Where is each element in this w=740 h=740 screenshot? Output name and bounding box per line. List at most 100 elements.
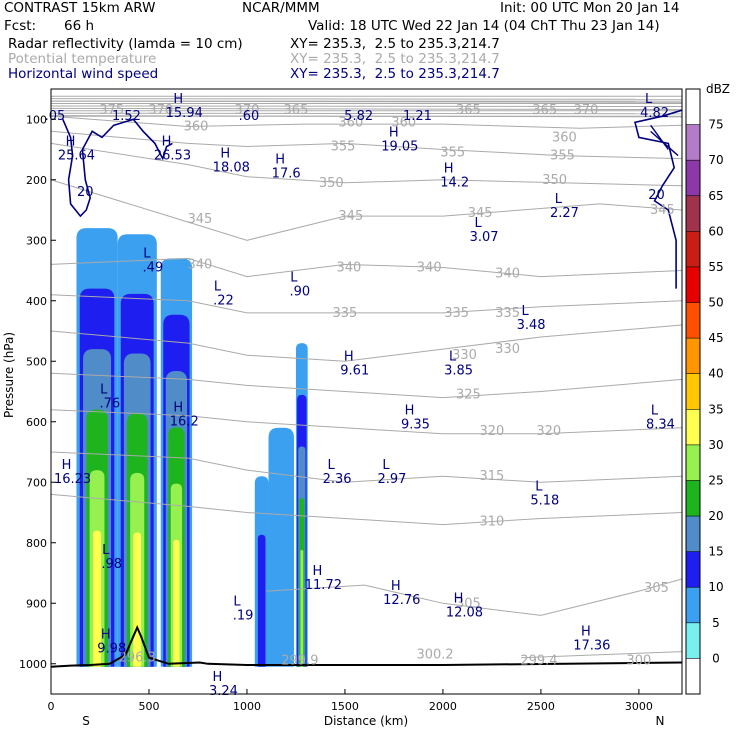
colorbar-cell <box>686 124 700 161</box>
theta-contour-label: 360 <box>391 115 416 130</box>
colorbar-level-label: 10 <box>708 580 723 594</box>
x-tick-label: 1500 <box>331 700 359 713</box>
reflectivity-cell-35dbz <box>133 532 142 667</box>
wind-extremum-value: .22 <box>213 294 234 309</box>
colorbar-level-label: 70 <box>708 153 723 167</box>
theta-contour-label: 300.2 <box>416 648 453 663</box>
theta-contour-label: 345 <box>338 209 363 224</box>
wind-extremum-value: .19 <box>233 608 254 623</box>
wind-extremum-value: 3.85 <box>444 363 473 378</box>
y-tick-label: 300 <box>26 234 47 247</box>
x-tick-label: 2500 <box>527 700 555 713</box>
theta-contour-label: 305 <box>456 596 481 611</box>
wind-extremum-value: 1.21 <box>403 109 432 124</box>
theta-contour-label: 320 <box>536 424 561 439</box>
theta-contour-360 <box>51 115 682 129</box>
theta-contour-label: 335 <box>444 306 469 321</box>
wind-extremum-marker: H <box>162 134 172 149</box>
wind-extremum-marker: H <box>173 401 183 416</box>
wind-extremum-marker: H <box>173 92 183 107</box>
theta-contour-upper-band <box>51 112 682 115</box>
theta-contour-label: 299.9 <box>281 654 318 669</box>
theta-contour-label: 365 <box>284 103 309 118</box>
wind-extremum-value: 16.2 <box>170 415 199 430</box>
wind-extremum-value: 26.53 <box>154 148 191 163</box>
field-theta-xy: XY= 235.3, 2.5 to 235.3,214.7 <box>290 51 500 67</box>
theta-contour-325 <box>51 372 682 399</box>
wind-extremum-marker: L <box>651 404 659 419</box>
colorbar-cell <box>686 622 700 659</box>
wind-contour-label: 20 <box>648 188 665 203</box>
theta-contour-label: 345 <box>650 203 675 218</box>
theta-contour-upper-band <box>51 115 682 118</box>
wind-extremum-marker: L <box>102 543 110 558</box>
theta-contour-label: 345 <box>468 206 493 221</box>
y-tick-label: 1000 <box>19 658 47 671</box>
theta-contour-330 <box>51 324 682 362</box>
reflectivity-cell-35dbz <box>92 530 102 667</box>
wind-extremum-value: .90 <box>290 285 311 300</box>
theta-contour-label: 370 <box>235 103 260 118</box>
x-tick-label: 3000 <box>625 700 653 713</box>
theta-contour-label: 340 <box>336 260 361 275</box>
field-wind-name: Horizontal wind speed <box>8 66 159 82</box>
wind-extremum-value: 19.05 <box>381 139 418 154</box>
x-tick-label: 500 <box>138 700 159 713</box>
wind-extremum-value: 9.98 <box>97 642 126 657</box>
wind-extremum-marker: H <box>312 564 322 579</box>
theta-contour-345 <box>51 179 682 241</box>
wind-extremum-value: 1.52 <box>112 109 141 124</box>
y-tick-label: 200 <box>26 174 47 187</box>
colorbar-cell <box>686 373 700 410</box>
theta-contour-label: 340 <box>188 257 213 272</box>
colorbar-frame <box>685 88 701 695</box>
wind-extremum-marker: H <box>220 147 230 162</box>
theta-contour-upper-band <box>51 98 682 100</box>
wind-extremum-value: .60 <box>239 109 260 124</box>
theta-contour-label: 370 <box>148 103 173 118</box>
wind-extremum-value: 2.97 <box>377 472 406 487</box>
wind-contour-label: 20 <box>77 185 94 200</box>
theta-contour-upper-band <box>51 105 682 108</box>
wind-contour-right-inner-1 <box>650 130 679 157</box>
theta-contour-label: 330 <box>452 348 477 363</box>
theta-contour-label: 296.3 <box>119 651 156 666</box>
center-name: NCAR/MMM <box>242 0 320 16</box>
wind-extremum-value: 14.2 <box>440 176 469 191</box>
colorbar-cell <box>686 658 700 694</box>
colorbar-cell <box>686 587 700 623</box>
theta-contour-label: 360 <box>338 115 363 130</box>
theta-contour-label: 375 <box>99 103 124 118</box>
colorbar-level-label: 40 <box>708 367 723 381</box>
colorbar-cell <box>686 551 700 588</box>
theta-contour-320 <box>51 409 682 435</box>
wind-extremum-marker: H <box>66 134 76 149</box>
model-title: CONTRAST 15km ARW <box>4 0 156 16</box>
wind-extremum-value: 3.48 <box>517 318 546 333</box>
wind-extremum-marker: L <box>382 458 390 473</box>
theta-contour-310 <box>51 493 682 526</box>
wind-extremum-value: 3.07 <box>470 230 499 245</box>
wind-extremum-marker: L <box>645 92 653 107</box>
wind-extremum-marker: L <box>521 304 529 319</box>
wind-extremum-value: 18.08 <box>213 161 250 176</box>
wind-extremum-marker: L <box>474 216 482 231</box>
colorbar-level-label: 20 <box>708 509 723 523</box>
colorbar-level-label: 45 <box>708 331 723 345</box>
theta-contour-label: 345 <box>188 212 213 227</box>
wind-extremum-marker: H <box>213 670 223 685</box>
theta-contour-label: 370 <box>574 103 599 118</box>
colorbar-level-label: 15 <box>708 545 723 559</box>
plot-frame <box>50 88 683 695</box>
theta-contour-label: 355 <box>550 149 575 164</box>
colorbar-level-label: 0 <box>712 651 720 665</box>
colorbar-level-label: 60 <box>708 224 723 238</box>
wind-extremum-value: 25.64 <box>58 148 95 163</box>
forecast-hour: 66 h <box>64 18 95 34</box>
wind-extremum-value: 15.94 <box>166 106 203 121</box>
wind-extremum-marker: L <box>214 280 222 295</box>
x-tick-label: 0 <box>48 700 55 713</box>
wind-extremum-marker: H <box>389 125 399 140</box>
theta-contour-label: 300 <box>626 654 651 669</box>
